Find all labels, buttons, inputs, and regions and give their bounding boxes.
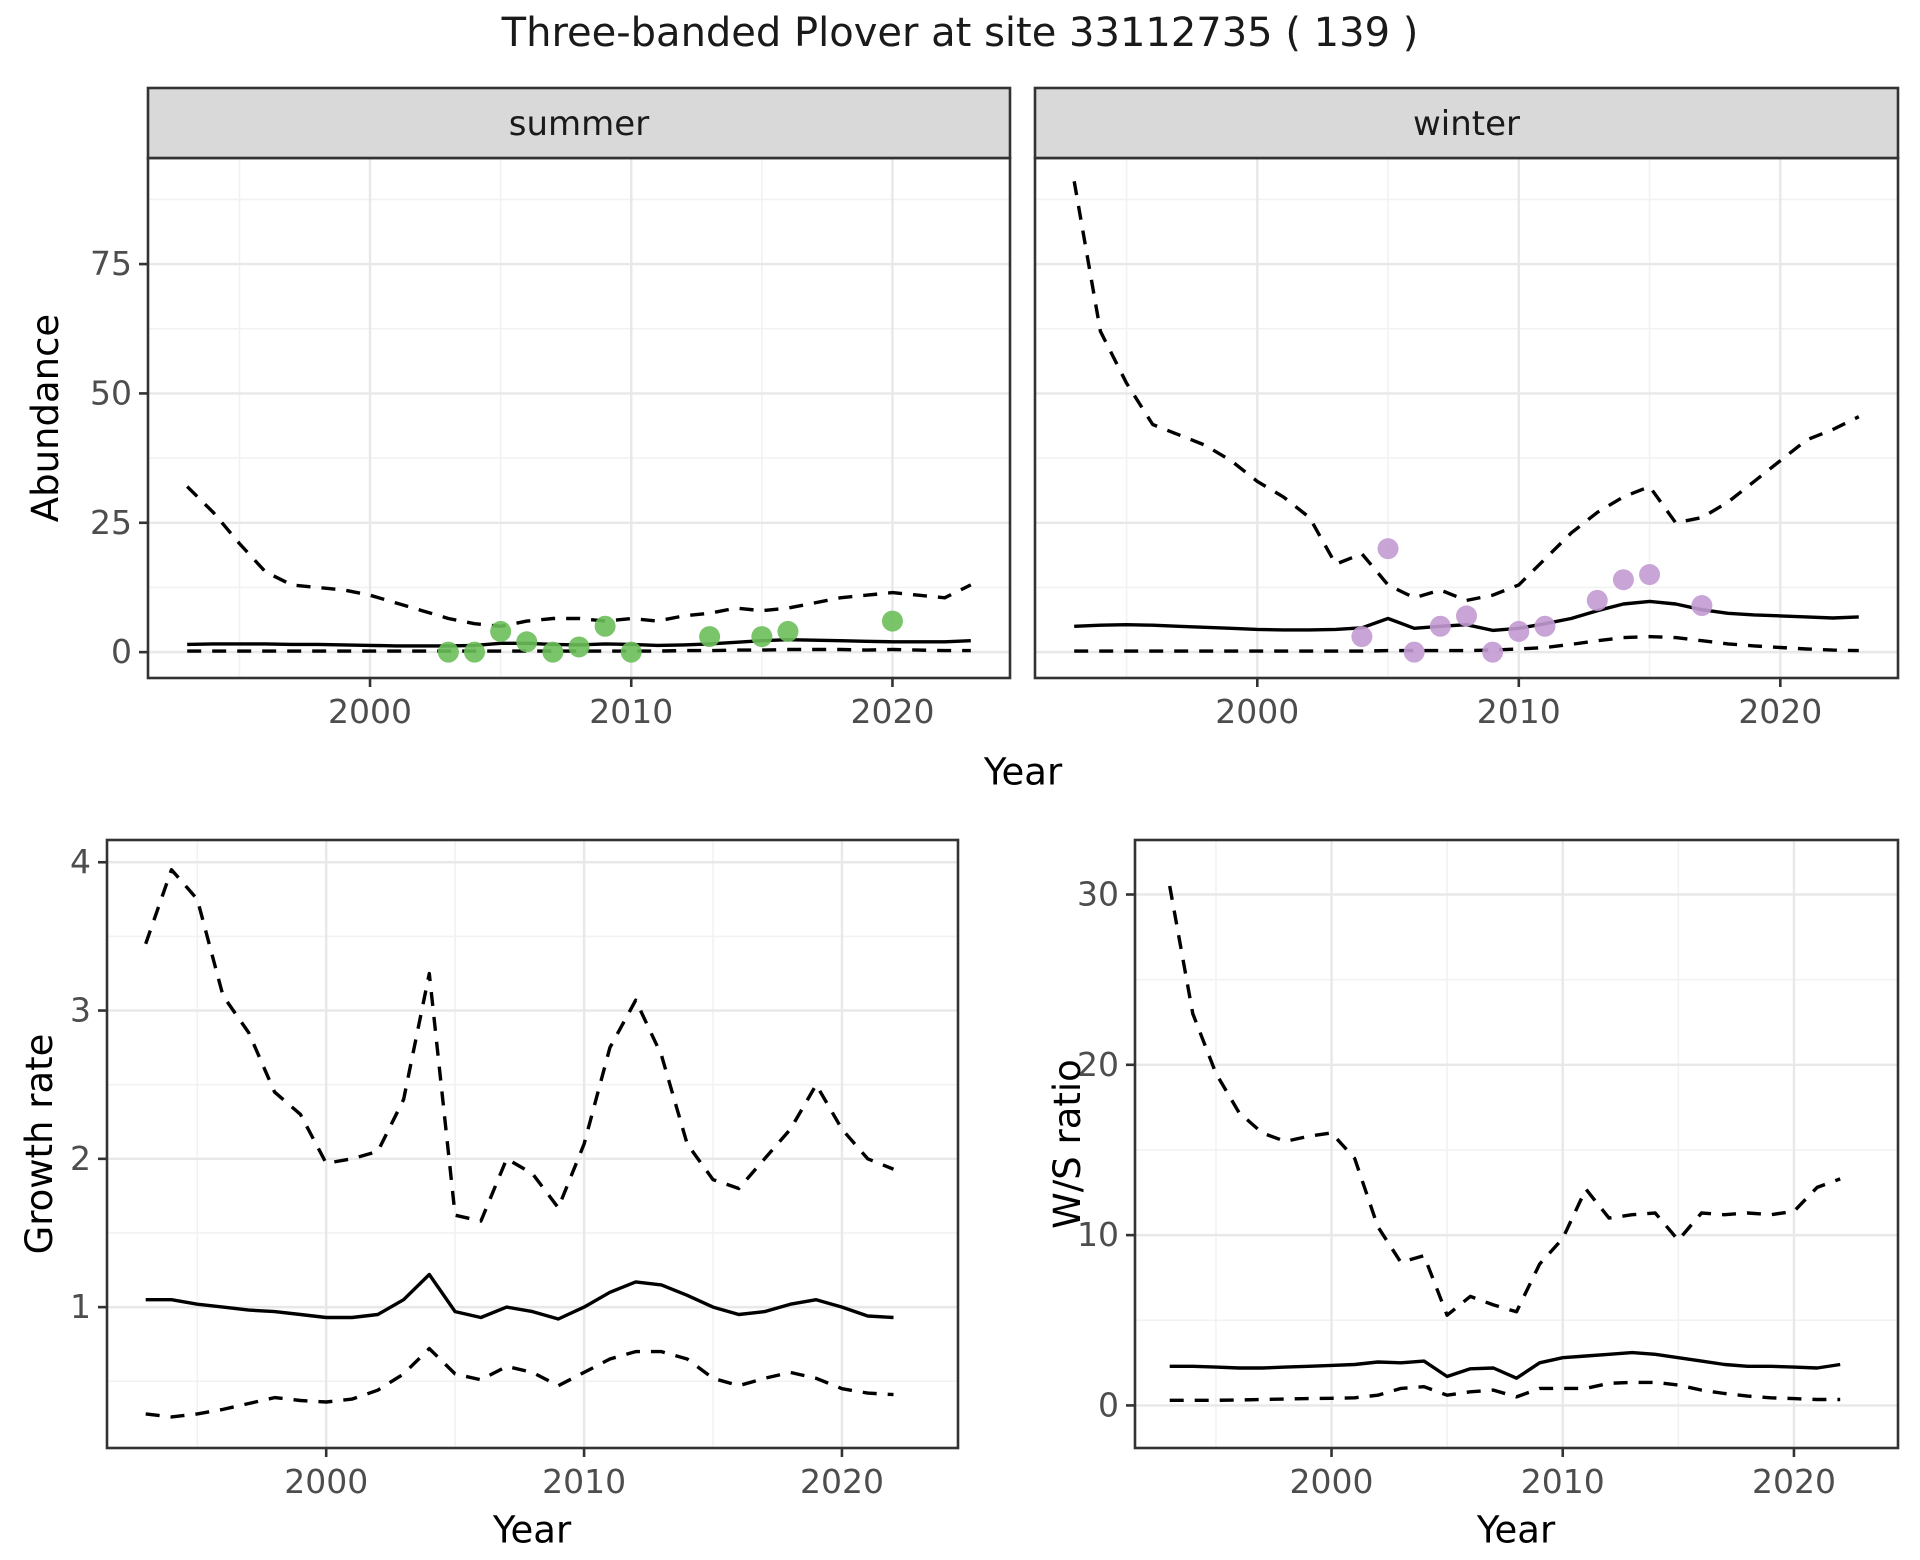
data-point-observed-counts-winter (1691, 595, 1713, 617)
facet-strip-label: winter (1413, 104, 1520, 144)
upper-ci-line (186, 485, 972, 628)
lower-ci-line (145, 1346, 894, 1419)
data-point-observed-counts-winter (1534, 615, 1556, 637)
data-point-observed-counts-winter (1508, 620, 1530, 642)
data-point-observed-counts-winter (1612, 569, 1634, 591)
y-axis-title-ws-ratio: W/S ratio (1046, 1059, 1089, 1229)
x-axis-title-bottom-right: Year (1476, 1508, 1556, 1552)
data-point-observed-counts-winter (1351, 626, 1373, 648)
panel-background (1035, 158, 1898, 678)
x-tick-label: 2020 (1738, 692, 1822, 731)
panel-border (1133, 838, 1900, 1450)
data-point-observed-counts-winter (1639, 564, 1661, 586)
y-axis-title-growth-rate: Growth rate (18, 1033, 61, 1255)
upper-ci-line (144, 868, 895, 1223)
median-line (145, 1272, 894, 1321)
x-tick-label: 2000 (1290, 1462, 1374, 1501)
y-tick-label: 4 (70, 842, 91, 881)
lower-ci-line (187, 647, 971, 653)
y-tick-label: 0 (1098, 1385, 1119, 1424)
x-tick-label: 2000 (1215, 692, 1299, 731)
data-point-observed-counts-summer (464, 641, 486, 663)
facet-strip-summer (146, 86, 1012, 160)
data-point-observed-counts-summer (751, 626, 773, 648)
data-point-observed-counts-summer (490, 620, 512, 642)
x-tick-label: 2000 (284, 1462, 368, 1501)
x-tick-label: 2010 (589, 692, 673, 731)
data-point-observed-counts-winter (1586, 589, 1608, 611)
y-tick-label: 1 (70, 1287, 91, 1326)
y-tick-label: 20 (1077, 1045, 1119, 1084)
chart-title: Three-banded Plover at site 33112735 ( 1… (501, 10, 1419, 56)
y-tick-label: 3 (70, 991, 91, 1030)
panel-background (1135, 840, 1898, 1448)
data-point-observed-counts-summer (777, 620, 799, 642)
data-point-observed-counts-summer (542, 641, 564, 663)
median-line (1169, 1350, 1841, 1380)
lower-ci-line (1169, 1380, 1841, 1402)
data-point-observed-counts-winter (1456, 605, 1477, 627)
x-tick-label: 2020 (800, 1462, 884, 1501)
data-point-observed-counts-summer (881, 610, 903, 632)
x-tick-label: 2020 (1752, 1462, 1836, 1501)
lower-ci-line (1074, 634, 1859, 653)
y-tick-label: 50 (90, 373, 132, 412)
data-point-observed-counts-winter (1482, 641, 1504, 663)
facet-strip-label: summer (509, 104, 649, 144)
data-point-observed-counts-summer (437, 641, 459, 663)
data-point-observed-counts-winter (1429, 615, 1451, 637)
y-tick-label: 10 (1077, 1215, 1119, 1254)
data-point-observed-counts-winter (1377, 538, 1399, 560)
y-tick-label: 25 (90, 503, 132, 542)
panel-ws-ratio: 2000 2010 2020 0 10 20 30 (1077, 838, 1900, 1501)
facet-strip-winter (1033, 86, 1900, 160)
x-tick-label: 2020 (850, 692, 934, 731)
x-axis-title-bottom-left: Year (492, 1508, 572, 1552)
data-point-observed-counts-summer (620, 641, 642, 663)
x-tick-label: 2010 (1477, 692, 1561, 731)
panel-background (107, 840, 958, 1448)
x-tick-label: 2010 (1521, 1462, 1605, 1501)
y-tick-label: 75 (90, 244, 132, 283)
data-point-observed-counts-summer (516, 631, 538, 653)
panel-border (105, 838, 960, 1450)
upper-ci-line (1168, 885, 1841, 1317)
panel-abundance-winter: 2000 2010 2020 winter (1033, 86, 1900, 731)
y-tick-label: 30 (1077, 874, 1119, 913)
y-tick-label: 0 (111, 632, 132, 671)
data-point-observed-counts-summer (568, 636, 590, 658)
x-tick-label: 2000 (328, 692, 412, 731)
panel-growth-rate: 2000 2010 2020 1 2 3 4 (70, 838, 960, 1501)
data-point-observed-counts-summer (594, 615, 616, 637)
data-point-observed-counts-summer (699, 626, 721, 648)
panel-abundance-summer: 2000 2010 2020 0 25 50 75 summer (90, 86, 1012, 731)
panel-background (148, 158, 1010, 678)
x-tick-label: 2010 (542, 1462, 626, 1501)
y-axis-title-abundance: Abundance (24, 313, 67, 523)
y-tick-label: 2 (70, 1139, 91, 1178)
x-axis-title-top: Year (983, 750, 1063, 794)
data-point-observed-counts-winter (1403, 641, 1425, 663)
